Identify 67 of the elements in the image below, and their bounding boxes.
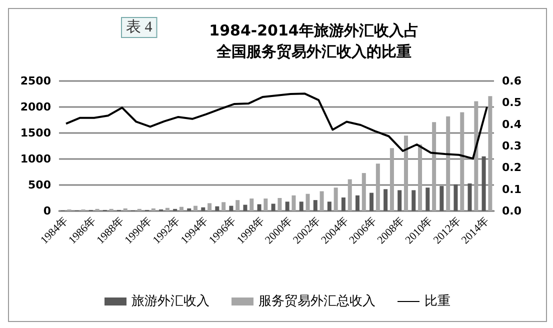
bar <box>151 208 156 211</box>
bar <box>313 200 318 211</box>
legend-label: 服务贸易外汇总收入 <box>258 294 376 309</box>
bar <box>285 202 290 211</box>
bar <box>327 202 332 211</box>
bar <box>229 206 234 211</box>
bar <box>165 208 170 211</box>
bar <box>215 206 220 211</box>
bar <box>236 200 240 211</box>
bar <box>398 190 402 211</box>
y2-tick-label: 0.0 <box>502 204 522 218</box>
line-series <box>65 92 488 160</box>
y-tick-label: 500 <box>28 178 52 192</box>
bar <box>201 207 206 211</box>
bar <box>362 173 366 211</box>
bar <box>299 202 304 211</box>
y2-tick-label: 0.2 <box>502 161 522 174</box>
bar <box>426 188 430 211</box>
bar <box>446 116 450 211</box>
legend-label: 旅游外汇收入 <box>132 294 210 309</box>
bar <box>432 122 436 211</box>
y2-tick-label: 0.5 <box>502 96 522 110</box>
y2-tick-label: 0.3 <box>502 140 522 152</box>
bar <box>271 204 276 211</box>
y-tick-label: 0 <box>43 204 52 218</box>
bar <box>264 198 268 211</box>
y2-tick-label: 0.1 <box>502 182 522 196</box>
bar <box>306 194 310 211</box>
bar <box>348 179 352 211</box>
bar <box>376 164 380 211</box>
bar <box>208 203 212 211</box>
bar <box>123 208 128 211</box>
bar <box>454 184 458 211</box>
bar <box>440 186 444 211</box>
bar <box>355 195 360 211</box>
bar <box>243 204 248 211</box>
bar <box>320 191 324 211</box>
bar <box>482 156 486 211</box>
y-tick-label: 1500 <box>20 126 52 140</box>
bar <box>460 112 464 211</box>
y2-tick-label: 0.6 <box>502 74 522 88</box>
y-tick-label: 2500 <box>20 74 52 88</box>
bar <box>257 204 262 211</box>
bar <box>250 198 254 211</box>
bar <box>194 206 198 211</box>
bar <box>179 206 184 211</box>
bar <box>187 208 192 211</box>
bar <box>341 197 346 211</box>
bar <box>390 148 394 211</box>
legend-label: 比重 <box>424 294 450 309</box>
bar <box>278 198 282 211</box>
bar <box>222 202 226 211</box>
y-tick-label: 1000 <box>20 152 52 166</box>
bar <box>412 190 416 211</box>
bar <box>404 136 408 211</box>
bar <box>384 189 388 211</box>
chart-title: 1984-2014年旅游外汇收入占全国服务贸易外汇收入的比重 <box>209 22 419 60</box>
bar <box>468 183 472 211</box>
text: 表 4 <box>126 18 153 36</box>
bar <box>474 101 478 211</box>
bar <box>418 144 422 211</box>
bar <box>370 192 374 211</box>
y-tick-label: 2000 <box>20 100 52 114</box>
bar <box>488 96 492 211</box>
bar <box>292 195 296 211</box>
bar <box>334 188 338 211</box>
y2-tick-label: 0.4 <box>502 118 522 131</box>
